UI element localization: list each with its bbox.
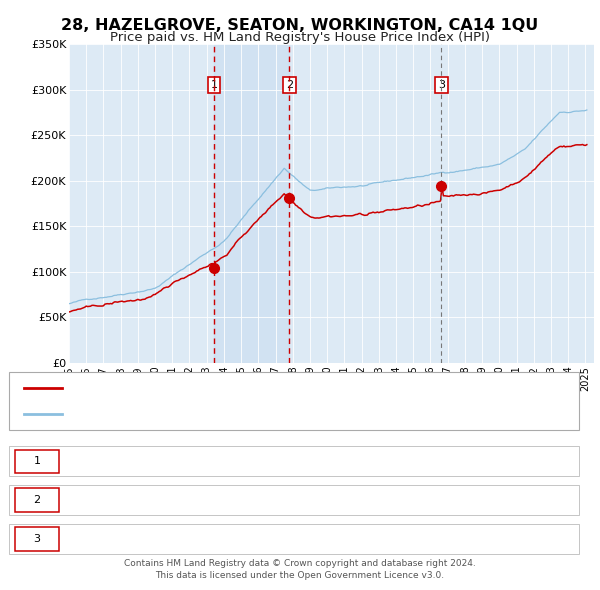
Text: 1: 1 bbox=[34, 456, 41, 466]
Text: 3: 3 bbox=[438, 80, 445, 90]
Text: 28, HAZELGROVE, SEATON, WORKINGTON, CA14 1QU (detached house): 28, HAZELGROVE, SEATON, WORKINGTON, CA14… bbox=[71, 383, 464, 393]
FancyBboxPatch shape bbox=[15, 489, 59, 512]
FancyBboxPatch shape bbox=[15, 527, 59, 550]
Text: 2: 2 bbox=[34, 495, 41, 505]
Text: Price paid vs. HM Land Registry's House Price Index (HPI): Price paid vs. HM Land Registry's House … bbox=[110, 31, 490, 44]
Text: 6% ↓ HPI: 6% ↓ HPI bbox=[382, 534, 436, 544]
Text: 19-OCT-2007: 19-OCT-2007 bbox=[74, 495, 148, 505]
FancyBboxPatch shape bbox=[15, 450, 59, 473]
Text: 30-MAY-2003: 30-MAY-2003 bbox=[74, 456, 148, 466]
Text: £181,000: £181,000 bbox=[253, 495, 307, 505]
Text: 12% ↓ HPI: 12% ↓ HPI bbox=[382, 456, 443, 466]
Text: £103,950: £103,950 bbox=[253, 456, 307, 466]
Text: HPI: Average price, detached house, Cumberland: HPI: Average price, detached house, Cumb… bbox=[71, 409, 340, 419]
FancyBboxPatch shape bbox=[9, 446, 580, 477]
FancyBboxPatch shape bbox=[9, 524, 580, 554]
Text: 1: 1 bbox=[211, 80, 217, 90]
FancyBboxPatch shape bbox=[9, 485, 580, 515]
Bar bbox=[214, 44, 289, 363]
Text: 28, HAZELGROVE, SEATON, WORKINGTON, CA14 1QU: 28, HAZELGROVE, SEATON, WORKINGTON, CA14… bbox=[61, 18, 539, 32]
Text: 16% ↓ HPI: 16% ↓ HPI bbox=[382, 495, 443, 505]
Text: 3: 3 bbox=[34, 534, 41, 544]
Text: £194,000: £194,000 bbox=[253, 534, 307, 544]
Text: 2: 2 bbox=[286, 80, 293, 90]
FancyBboxPatch shape bbox=[9, 372, 580, 430]
Text: 23-AUG-2016: 23-AUG-2016 bbox=[74, 534, 148, 544]
Text: Contains HM Land Registry data © Crown copyright and database right 2024.
This d: Contains HM Land Registry data © Crown c… bbox=[124, 559, 476, 580]
